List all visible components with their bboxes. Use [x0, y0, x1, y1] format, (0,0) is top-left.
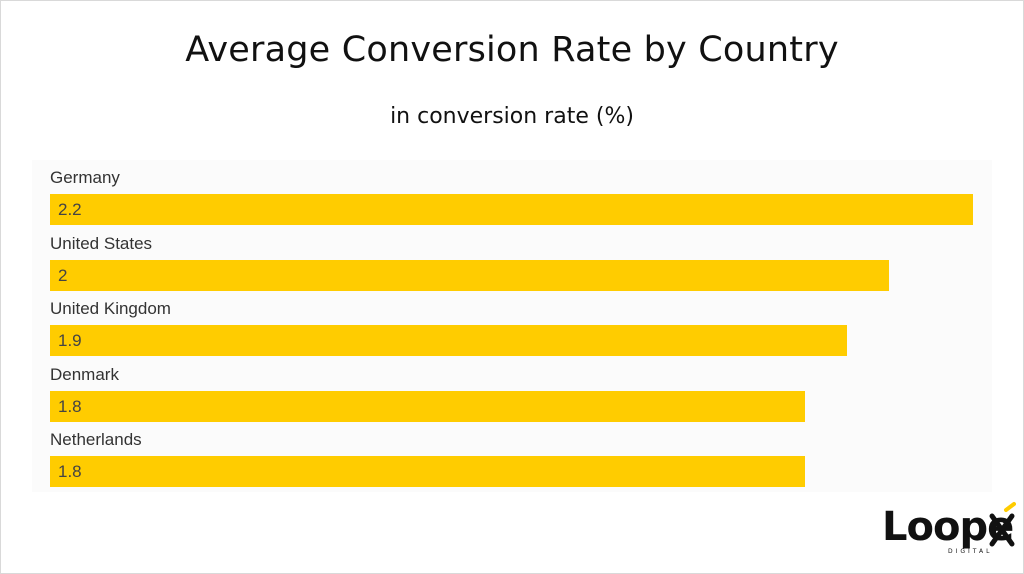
bar-value-label: 2.2: [58, 200, 82, 219]
bar: [50, 325, 848, 356]
bar-value-label: 1.8: [58, 462, 82, 481]
bar-value-label: 2: [58, 265, 68, 285]
bar-value-label: 1.8: [58, 396, 82, 416]
plot-area: Germany 2.2 United States 2 United Kingdom 1.…: [32, 160, 992, 492]
category-label: Netherlands: [50, 430, 142, 449]
bar: [50, 194, 973, 225]
bar: [50, 390, 806, 422]
bar-value-label: 1.9: [58, 331, 82, 350]
chart-subtitle: in conversion rate (%): [390, 104, 634, 129]
logo-x-mark: [989, 502, 1016, 547]
bar: [50, 259, 890, 291]
category-label: United Kingdom: [50, 299, 171, 318]
category-label: Denmark: [50, 364, 119, 384]
category-label: Germany: [50, 168, 120, 187]
chart-title: Average Conversion Rate by Country: [185, 30, 839, 70]
svg-text:DIGITAL: DIGITAL: [948, 548, 992, 555]
category-label: United States: [50, 233, 153, 253]
loopex-logo: Loope DIGITAL: [882, 502, 1016, 555]
bar: [50, 456, 806, 487]
